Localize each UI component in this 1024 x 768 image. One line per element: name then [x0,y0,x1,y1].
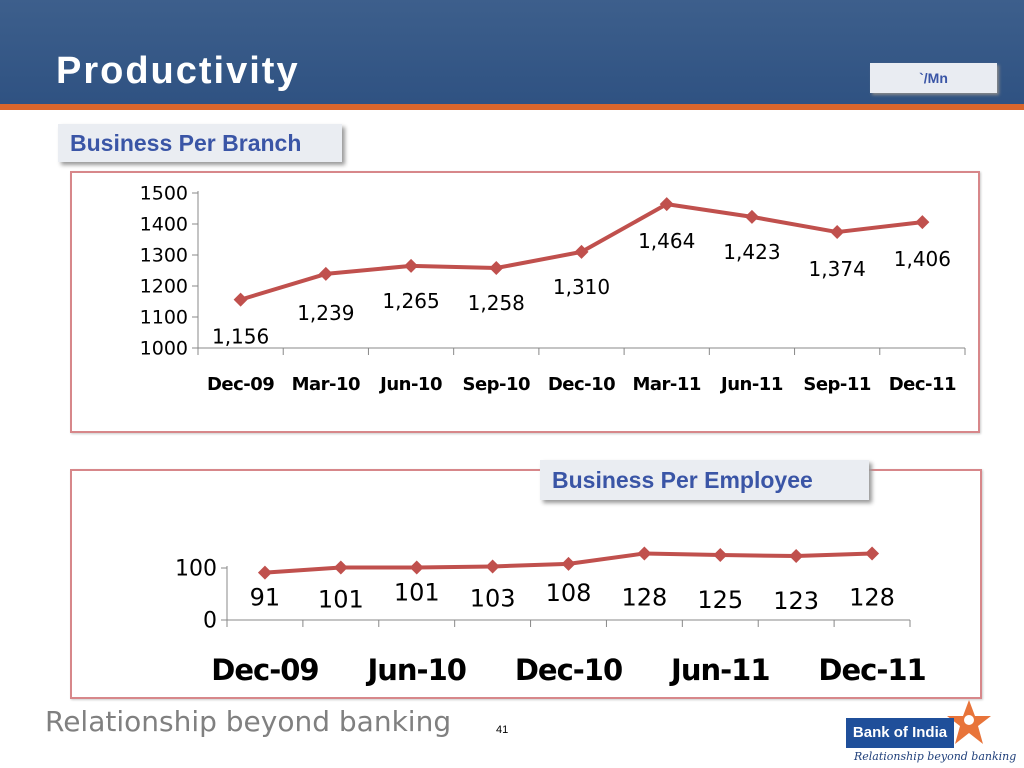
y-tick-label: 1000 [140,338,188,360]
x-tick-label: Sep-10 [462,374,530,395]
data-point [409,560,424,575]
chart-title-branch: Business Per Branch [58,124,342,162]
data-label: 1,258 [468,291,525,315]
data-label: 1,310 [553,275,610,299]
page-number: 41 [496,724,509,736]
data-point [789,549,804,564]
data-point [489,261,504,276]
data-point [659,197,674,212]
x-tick-label: Jun-11 [719,374,783,395]
data-point [744,209,759,224]
data-point [574,244,589,259]
x-tick-label: Jun-10 [365,653,465,687]
y-tick-label: 100 [175,557,217,582]
x-tick-label: Dec-10 [548,374,615,395]
y-tick-label: 1400 [140,214,188,236]
data-point [333,560,348,575]
data-label: 103 [470,584,516,612]
x-tick-label: Dec-09 [207,374,274,395]
data-point [637,546,652,561]
data-point [915,215,930,230]
chart-panel-employee: 0 100 Dec-09 Jun-10 Dec-10 Jun-11 Dec-11 91 101 1… [70,469,982,699]
x-tick-label: Mar-11 [632,374,700,395]
logo-tagline: Relationship beyond banking [854,750,1017,763]
y-tick-label: 1500 [140,183,188,205]
x-tick-label: Dec-10 [515,653,622,687]
chart-branch: 1000 1100 1200 1300 1400 1500 Dec-09 Mar-10 Jun-… [140,183,966,395]
x-tick-label: Jun-10 [378,374,442,395]
data-point [485,559,500,574]
bank-logo: Bank of India Relationship beyond bankin… [846,698,1016,764]
data-label: 1,156 [212,325,269,349]
data-label: 101 [394,578,440,606]
star-icon [947,700,991,744]
data-label: 1,374 [809,257,866,281]
x-tick-label: Dec-11 [818,653,925,687]
data-label: 1,406 [894,247,951,271]
x-tick-label: Jun-11 [669,653,769,687]
chart-panel-branch: 1000 1100 1200 1300 1400 1500 Dec-09 Mar-10 Jun-… [70,171,980,433]
data-label: 128 [621,583,667,611]
data-label: 108 [546,579,592,607]
unit-badge: `/Mn [870,63,997,93]
data-point [830,225,845,240]
data-label: 1,265 [382,289,439,313]
y-tick-label: 1300 [140,245,188,267]
x-tick-label: Dec-09 [211,653,318,687]
data-point [257,565,272,580]
data-point [404,258,419,273]
header-bar: Productivity `/Mn [0,0,1024,110]
data-label: 1,239 [297,301,354,325]
data-label: 91 [250,584,281,612]
data-point [233,292,248,307]
chart-employee: 0 100 Dec-09 Jun-10 Dec-10 Jun-11 Dec-11 91 101 1… [175,546,927,687]
x-tick-label: Sep-11 [803,374,871,395]
y-tick-label: 1200 [140,276,188,298]
footer-tagline: Relationship beyond banking [45,705,452,738]
x-tick-label: Dec-11 [889,374,956,395]
y-tick-label: 0 [203,609,217,634]
data-point [713,548,728,562]
page-title: Productivity [56,50,300,92]
data-label: 1,464 [638,229,695,253]
data-label: 123 [773,587,819,615]
data-point [318,266,333,281]
data-label: 125 [697,586,743,614]
data-point [865,546,880,561]
data-point [561,556,576,571]
logo-name: Bank of India [846,718,954,748]
x-tick-label: Mar-10 [292,374,360,395]
y-tick-label: 1100 [140,307,188,329]
chart-title-employee: Business Per Employee [540,460,869,500]
data-label: 1,423 [723,240,780,264]
data-label: 128 [849,583,895,611]
data-label: 101 [318,585,364,613]
